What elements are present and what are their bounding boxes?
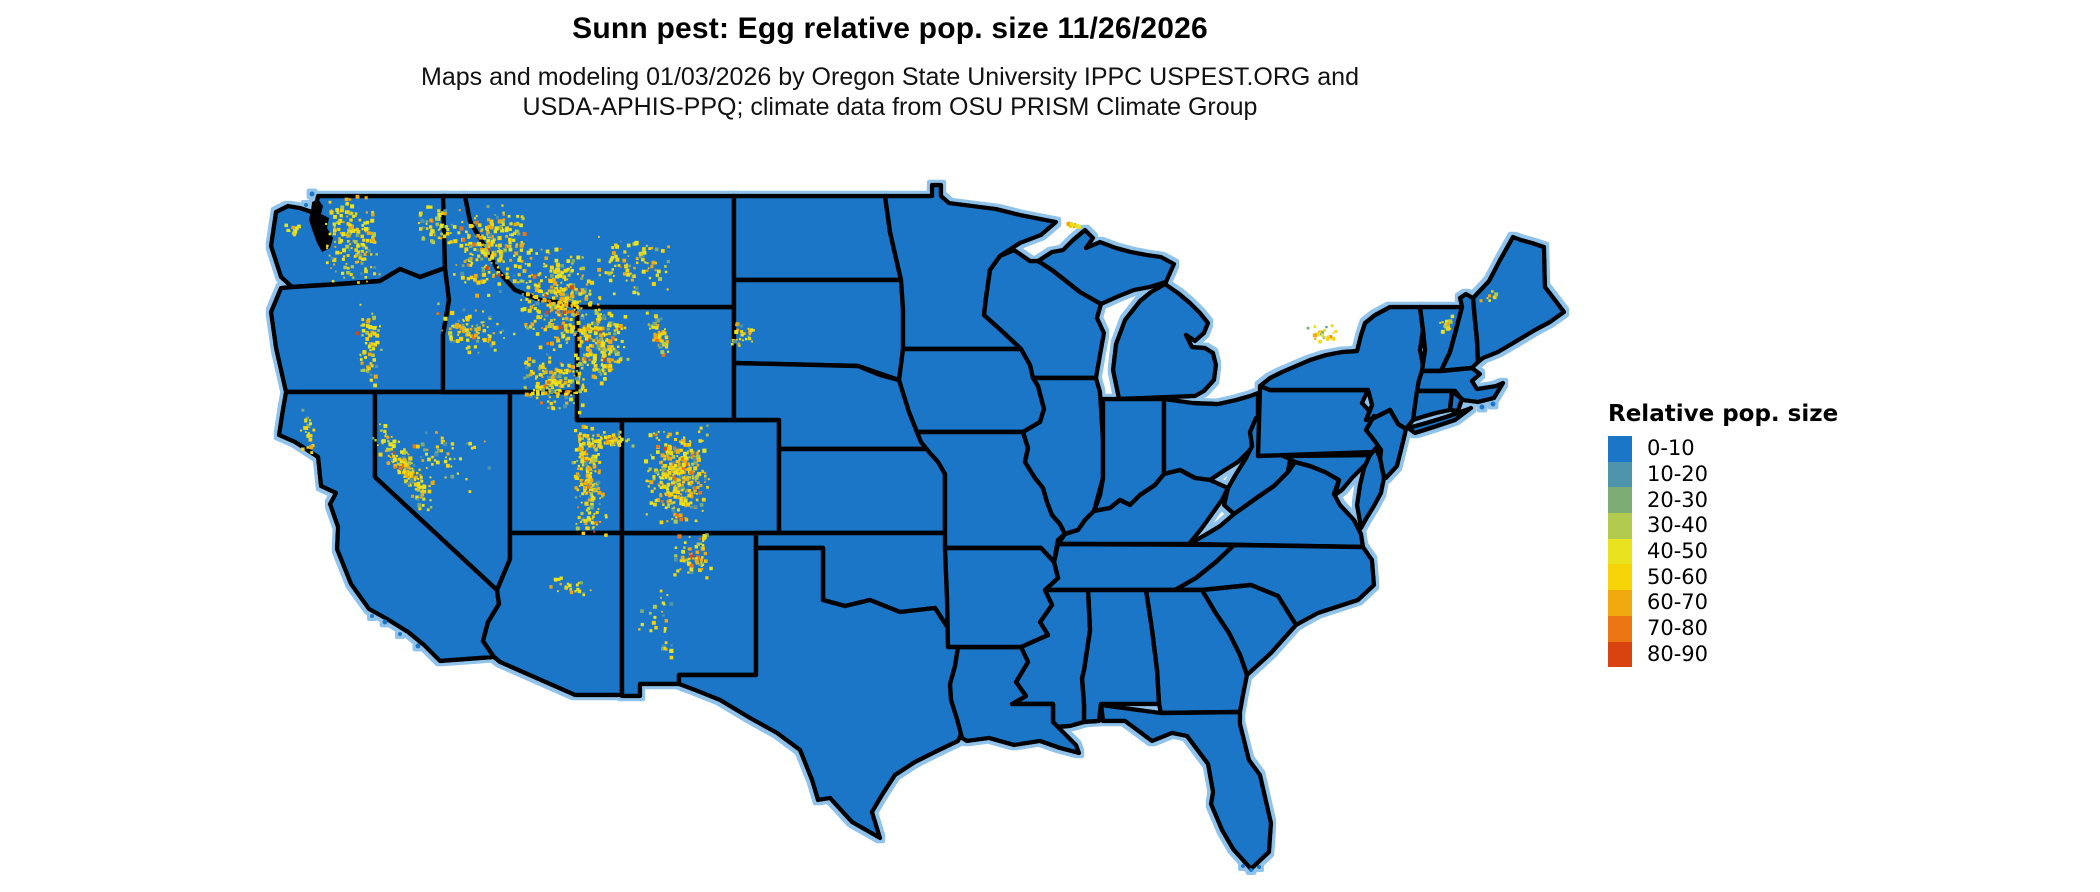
state-michigan-upper-peninsula — [1035, 227, 1177, 307]
legend-swatch-70-80 — [1608, 615, 1632, 642]
state-north-dakota — [731, 193, 904, 283]
island-channel-1 — [370, 614, 374, 618]
legend-title: Relative pop. size — [1608, 401, 1839, 427]
legend-label-10-20: 10-20 — [1647, 462, 1709, 487]
legend-label-40-50: 40-50 — [1647, 539, 1709, 564]
state-oregon — [268, 265, 452, 395]
legend-item-60-70: 60-70 — [1608, 590, 1838, 616]
island-strait-dot — [304, 203, 308, 207]
legend-swatch-0-10 — [1608, 436, 1632, 462]
subtitle-line-1: Maps and modeling 01/03/2026 by Oregon S… — [421, 63, 1359, 91]
state-maine — [1470, 234, 1567, 365]
island-channel-2 — [382, 619, 388, 625]
state-iowa — [896, 346, 1047, 435]
legend-item-80-90: 80-90 — [1608, 641, 1838, 668]
legend-label-60-70: 60-70 — [1647, 590, 1709, 615]
islands-layer — [304, 191, 1496, 872]
island-marthas-vineyard — [1479, 404, 1485, 410]
puget-sound-inlet — [309, 199, 333, 252]
legend-swatch-60-70 — [1608, 590, 1632, 616]
region-delmarva-delaware — [1354, 445, 1387, 531]
legend-rows: 0-10 10-20 20-30 30-40 40-50 50-60 60-70 70-80 8… — [1608, 436, 1838, 668]
state-michigan-lower-peninsula — [1110, 281, 1219, 402]
legend: Relative pop. size 0-10 10-20 20-30 30-40 40… — [1608, 401, 1839, 668]
legend-swatch-80-90 — [1608, 641, 1632, 668]
state-new-jersey — [1363, 407, 1409, 481]
state-texas — [676, 545, 966, 841]
state-pennsylvania — [1255, 383, 1383, 459]
legend-swatch-20-30 — [1608, 487, 1632, 514]
island-florida-key-3 — [1257, 865, 1261, 869]
state-new-mexico — [619, 530, 759, 699]
legend-label-20-30: 20-30 — [1647, 487, 1709, 512]
legend-label-0-10: 0-10 — [1647, 436, 1695, 461]
legend-label-80-90: 80-90 — [1647, 641, 1709, 666]
island-florida-key-1 — [1241, 864, 1245, 868]
legend-swatch-40-50 — [1608, 538, 1632, 565]
state-kansas — [776, 446, 948, 536]
legend-item-50-60: 50-60 — [1608, 564, 1838, 591]
header: Sunn pest: Egg relative pop. size 11/26/… — [0, 12, 1780, 122]
state-florida — [1098, 702, 1274, 872]
island-channel-3 — [398, 632, 402, 636]
island-long-island — [1405, 405, 1474, 436]
legend-item-40-50: 40-50 — [1608, 538, 1838, 565]
legend-label-30-40: 30-40 — [1647, 513, 1709, 538]
island-nantucket — [1490, 401, 1496, 407]
state-arkansas — [942, 545, 1061, 650]
state-washington — [268, 193, 448, 290]
state-kentucky — [1055, 467, 1231, 547]
island-san-juan — [309, 191, 315, 197]
states-layer — [268, 182, 1567, 872]
island-channel-4 — [415, 643, 421, 649]
page-title: Sunn pest: Egg relative pop. size 11/26/… — [572, 12, 1208, 45]
map-subtitle: Maps and modeling 01/03/2026 by Oregon S… — [0, 62, 1780, 122]
legend-swatch-30-40 — [1608, 513, 1632, 539]
state-colorado — [619, 417, 782, 536]
legend-item-20-30: 20-30 — [1608, 487, 1838, 514]
legend-label-50-60: 50-60 — [1647, 564, 1709, 589]
legend-swatch-10-20 — [1608, 461, 1632, 488]
map-root — [268, 182, 1567, 872]
legend-swatch-50-60 — [1608, 564, 1632, 591]
subtitle-line-2: USDA-APHIS-PPQ; climate data from OSU PR… — [522, 93, 1258, 121]
state-alabama — [1079, 587, 1162, 725]
legend-item-70-80: 70-80 — [1608, 615, 1838, 642]
legend-label-70-80: 70-80 — [1647, 616, 1709, 641]
legend-item-0-10: 0-10 — [1608, 436, 1838, 462]
legend-item-10-20: 10-20 — [1608, 461, 1838, 488]
island-florida-key-2 — [1249, 868, 1253, 872]
state-louisiana — [947, 644, 1082, 756]
legend-item-30-40: 30-40 — [1608, 513, 1838, 539]
population-hotspots-layer — [284, 194, 1499, 660]
